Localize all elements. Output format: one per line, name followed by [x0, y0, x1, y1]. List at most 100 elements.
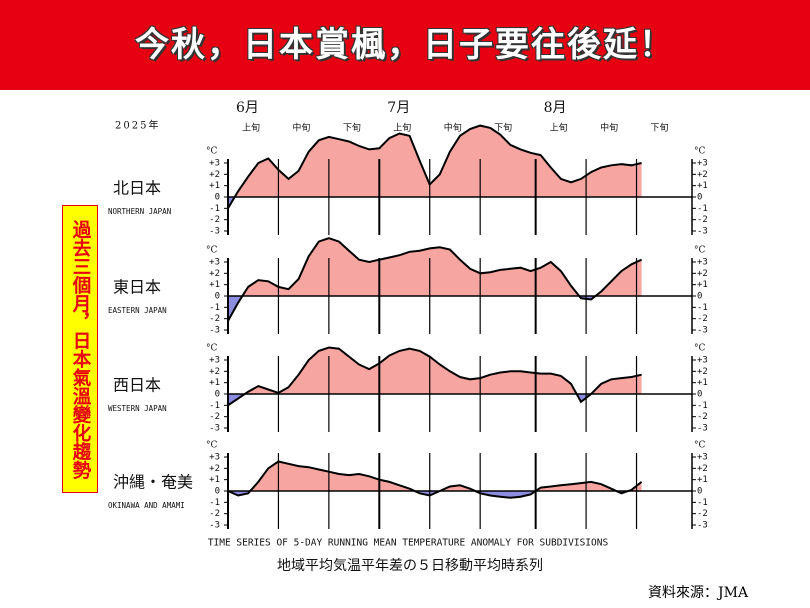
positive-area [228, 125, 642, 197]
region-subtitle: OKINAWA AND AMAMI [108, 501, 185, 510]
y-tick-label: +2 [697, 170, 708, 180]
y-tick-label: -3 [697, 227, 708, 237]
y-tick-label: +3 [209, 356, 220, 366]
anomaly-line [227, 460, 643, 499]
region-title: 北日本 [113, 179, 161, 198]
dekad-label: 中旬 [600, 122, 618, 134]
y-tick-label: -3 [209, 424, 220, 434]
positive-area [228, 238, 642, 296]
source: 資料來源：JMA [648, 585, 749, 601]
banner [0, 0, 810, 90]
region-subtitle: WESTERN JAPAN [108, 404, 167, 413]
y-tick-label: 0 [697, 390, 702, 400]
y-tick-label: -1 [209, 401, 220, 411]
y-tick-label: 0 [215, 487, 220, 497]
positive-area [228, 461, 642, 491]
y-tick-label: +2 [209, 269, 220, 279]
unit-label: °C [206, 147, 218, 157]
y-tick-label: -3 [697, 521, 708, 531]
y-tick-label: -2 [209, 412, 220, 422]
unit-label: °C [206, 246, 218, 256]
caption: TIME SERIES OF 5-DAY RUNNING MEAN TEMPER… [208, 538, 609, 549]
y-tick-label: +1 [697, 378, 708, 388]
y-tick-label: +1 [209, 475, 220, 485]
y-tick-label: +1 [697, 181, 708, 191]
month-label: 8月 [544, 100, 567, 116]
y-tick-label: -2 [209, 509, 220, 519]
month-label: 6月 [236, 100, 259, 116]
y-tick-label: -3 [697, 326, 708, 336]
month-label: 7月 [387, 100, 410, 116]
y-tick-label: +3 [697, 453, 708, 463]
unit-label: °C [206, 441, 218, 451]
y-tick-label: +3 [697, 258, 708, 268]
dekad-label: 下旬 [343, 122, 361, 134]
y-tick-label: -3 [209, 326, 220, 336]
y-tick-label: +2 [697, 269, 708, 279]
y-tick-label: -2 [209, 314, 220, 324]
y-tick-label: 0 [697, 292, 702, 302]
banner-title: 今秋，日本賞楓，日子要往後延！ [135, 25, 675, 65]
y-tick-label: 0 [697, 193, 702, 203]
y-tick-label: 0 [215, 193, 220, 203]
y-tick-label: -2 [697, 412, 708, 422]
year-label: 2025年 [115, 119, 160, 132]
y-tick-label: -1 [209, 303, 220, 313]
y-tick-label: +1 [209, 280, 220, 290]
side-note: 過去三個月，日本氣溫變化趨勢 [62, 205, 98, 493]
unit-label: °C [206, 344, 218, 354]
region-title: 西日本 [113, 376, 161, 395]
caption-ja: 地域平均気温平年差の５日移動平均時系列 [277, 558, 543, 574]
y-tick-label: -3 [209, 521, 220, 531]
unit-label: °C [694, 441, 706, 451]
region-subtitle: EASTERN JAPAN [108, 306, 167, 315]
y-tick-label: +3 [697, 159, 708, 169]
y-tick-label: +2 [697, 367, 708, 377]
dekad-label: 上旬 [393, 122, 411, 134]
y-tick-label: -1 [209, 204, 220, 214]
region-title: 東日本 [113, 278, 161, 297]
y-tick-label: -1 [697, 498, 708, 508]
y-tick-label: +1 [697, 280, 708, 290]
y-tick-label: +3 [209, 159, 220, 169]
y-tick-label: -1 [697, 204, 708, 214]
y-tick-label: -1 [209, 498, 220, 508]
region-title: 沖縄・奄美 [113, 473, 193, 492]
y-tick-label: 0 [215, 292, 220, 302]
unit-label: °C [694, 246, 706, 256]
y-tick-label: -2 [697, 215, 708, 225]
region-subtitle: NORTHERN JAPAN [108, 207, 171, 216]
y-tick-label: -3 [209, 227, 220, 237]
anomaly-line [227, 237, 643, 322]
y-tick-label: +1 [209, 181, 220, 191]
y-tick-label: +2 [209, 464, 220, 474]
y-tick-label: -2 [697, 314, 708, 324]
y-tick-label: +3 [697, 356, 708, 366]
unit-label: °C [694, 344, 706, 354]
anomaly-line [227, 124, 642, 209]
dekad-label: 下旬 [651, 122, 669, 134]
y-tick-label: -3 [697, 424, 708, 434]
positive-area [228, 347, 642, 394]
dekad-label: 中旬 [444, 122, 462, 134]
dekad-label: 上旬 [242, 122, 260, 134]
y-tick-label: +1 [697, 475, 708, 485]
y-tick-label: 0 [215, 390, 220, 400]
dekad-label: 下旬 [494, 122, 512, 134]
y-tick-label: +3 [209, 258, 220, 268]
y-tick-label: +2 [209, 367, 220, 377]
y-tick-label: -1 [697, 303, 708, 313]
y-tick-label: -1 [697, 401, 708, 411]
y-tick-label: +3 [209, 453, 220, 463]
y-tick-label: -2 [697, 509, 708, 519]
y-tick-label: +1 [209, 378, 220, 388]
unit-label: °C [694, 147, 706, 157]
y-tick-label: -2 [209, 215, 220, 225]
y-tick-label: +2 [697, 464, 708, 474]
dekad-label: 上旬 [550, 122, 568, 134]
dekad-label: 中旬 [292, 122, 310, 134]
anomaly-line [227, 346, 642, 407]
y-tick-label: +2 [209, 170, 220, 180]
